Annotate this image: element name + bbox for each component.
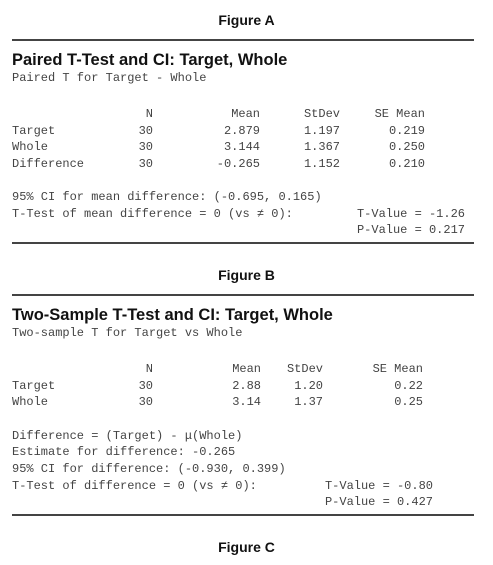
note: Estimate for difference: -0.265 xyxy=(12,445,236,460)
p-value: P-Value = 0.217 xyxy=(356,223,465,238)
cell: 0.25 xyxy=(394,395,423,409)
cell: 3.14 xyxy=(232,395,261,409)
row-label: Whole xyxy=(12,140,49,154)
section-title: Two-Sample T-Test and CI: Target, Whole xyxy=(12,306,333,324)
cell: 1.367 xyxy=(303,140,340,154)
cell: 1.152 xyxy=(303,156,340,171)
note: 95% CI for mean difference: (-0.695, 0.1… xyxy=(12,190,322,204)
rule xyxy=(12,294,474,296)
cell: 30 xyxy=(138,395,153,409)
p-value: P-Value = 0.427 xyxy=(324,495,433,510)
cell: 2.88 xyxy=(232,378,261,393)
row-label: Target xyxy=(12,123,56,138)
section-title: Paired T-Test and CI: Target, Whole xyxy=(12,51,288,69)
cell: 0.219 xyxy=(388,123,425,138)
cell: 30 xyxy=(138,123,153,138)
column-header: SE Mean xyxy=(372,362,423,376)
figure-label: Figure A xyxy=(218,12,275,28)
cell: -0.265 xyxy=(216,156,260,171)
cell: 0.210 xyxy=(388,156,425,171)
t-value: T-Value = -0.80 xyxy=(324,478,433,493)
row-label: Whole xyxy=(12,395,49,409)
t-value: T-Value = -1.26 xyxy=(356,206,465,221)
note: 95% CI for difference: (-0.930, 0.399) xyxy=(12,461,286,476)
rule xyxy=(12,39,474,41)
cell: 30 xyxy=(138,378,153,393)
column-header: StDev xyxy=(286,362,323,376)
figure-label: Figure C xyxy=(218,539,275,555)
column-header: N xyxy=(145,107,153,121)
column-header: StDev xyxy=(303,107,340,121)
cell: 0.250 xyxy=(388,140,425,154)
rule xyxy=(12,514,474,517)
figure-label: Figure B xyxy=(218,267,275,283)
column-header: SE Mean xyxy=(374,107,425,121)
column-header: Mean xyxy=(231,107,260,121)
test-label: T-Test of difference = 0 (vs ≠ 0): xyxy=(12,478,257,493)
cell: 1.37 xyxy=(294,395,323,409)
test-label: T-Test of mean difference = 0 (vs ≠ 0): xyxy=(12,206,293,221)
cell: 3.144 xyxy=(223,140,260,154)
cell: 1.20 xyxy=(294,378,323,393)
column-header: Mean xyxy=(232,362,261,376)
cell: 2.879 xyxy=(223,123,260,138)
cell: 30 xyxy=(138,140,153,154)
cell: 0.22 xyxy=(394,378,423,393)
row-label: Target xyxy=(12,378,56,393)
cell: 30 xyxy=(138,156,153,171)
note: Difference = (Target) - μ(Whole) xyxy=(12,428,243,443)
subtitle: Two-sample T for Target vs Whole xyxy=(12,326,243,340)
column-header: N xyxy=(145,362,153,376)
subtitle: Paired T for Target - Whole xyxy=(12,71,207,85)
cell: 1.197 xyxy=(303,123,340,138)
rule xyxy=(12,242,474,245)
row-label: Difference xyxy=(12,156,85,171)
